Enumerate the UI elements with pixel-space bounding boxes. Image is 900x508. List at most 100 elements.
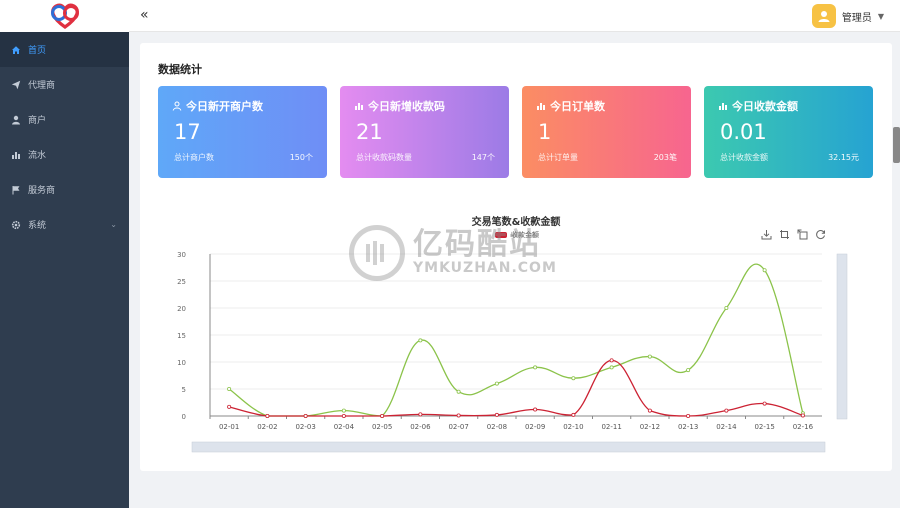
data-point [609,358,614,363]
stat-card-new-codes: 今日新增收款码 21 总计收款码数量 147个 [340,86,509,178]
x-tick-label: 02-06 [410,423,431,431]
refresh-icon[interactable] [815,229,826,240]
data-point [380,413,385,418]
collapse-sidebar-button[interactable]: « [140,7,149,23]
data-point [265,413,270,418]
zoom-icon[interactable] [779,229,790,240]
card-foot-label: 总计收款码数量 [356,153,412,162]
sidebar-item-home[interactable]: 首页 [0,32,129,67]
card-title: 今日订单数 [550,100,605,113]
x-tick-label: 02-02 [257,423,277,431]
watermark-subtext: YMKUZHAN.COM [413,260,557,276]
card-foot-value: 32.15元 [828,153,859,162]
avatar [811,4,836,28]
data-point [609,365,614,370]
data-point [647,408,652,413]
data-point [418,338,423,343]
data-point [571,376,576,381]
x-tick-label: 02-13 [678,423,698,431]
caret-down-icon: ▼ [877,11,884,21]
data-point [762,268,767,273]
card-foot-value: 203笔 [653,153,677,162]
x-tick-label: 02-16 [793,423,814,431]
legend-swatch [495,232,507,238]
sidebar-item-label: 商户 [28,116,47,126]
card-value: 1 [538,120,552,144]
y-tick-label: 15 [177,332,186,340]
sidebar-item-label: 服务商 [28,186,56,196]
watermark: 亿码酷站 YMKUZHAN.COM [349,225,557,281]
send-icon [10,79,21,90]
card-value: 21 [356,120,383,144]
data-point [227,386,232,391]
top-bar: « 管理员 ▼ [0,0,900,32]
x-tick-label: 02-08 [487,423,507,431]
x-tick-label: 02-11 [601,423,621,431]
y-tick-label: 20 [177,305,186,313]
user-menu[interactable]: 管理员 ▼ [811,4,884,28]
watermark-logo [349,225,405,281]
data-point [571,412,576,417]
chevron-down-icon: ⌄ [110,220,117,229]
watermark-text: 亿码酷站 [413,227,541,262]
data-point [800,413,805,418]
y-zoom-slider [836,253,848,420]
sidebar-item-flow[interactable]: 流水 [0,137,129,172]
card-title: 今日收款金额 [732,100,798,113]
card-foot-label: 总计订单量 [538,153,578,162]
bar-chart-icon [719,103,727,110]
x-tick-label: 02-10 [563,423,583,431]
page-scrollbar[interactable] [893,127,900,163]
data-point [762,401,767,406]
page-title: 数据统计 [158,63,202,76]
x-tick-label: 02-07 [448,423,468,431]
zoom-reset-icon[interactable] [797,229,808,240]
sidebar-item-label: 首页 [28,46,47,56]
y-tick-label: 30 [177,251,186,259]
y-tick-label: 10 [177,359,186,367]
legend-label: 收款金额 [511,231,539,239]
sidebar-item-merchants[interactable]: 商户 [0,102,129,137]
data-point [686,368,691,373]
flag-icon [10,184,21,195]
data-point [341,413,346,418]
card-foot-label: 总计商户数 [174,153,214,162]
data-point [418,412,423,417]
user-avatar-icon [818,11,830,22]
card-foot-label: 总计收款金额 [720,153,768,162]
series-line-1 [228,359,804,417]
logo-hearts-icon [50,3,79,29]
card-value: 0.01 [720,120,767,144]
y-tick-label: 5 [182,386,186,394]
app-logo[interactable] [0,0,129,32]
x-tick-label: 02-03 [295,423,315,431]
data-point [303,413,308,418]
user-outline-icon [172,101,182,111]
data-point [686,413,691,418]
y-tick-label: 25 [177,278,186,286]
x-tick-label: 02-05 [372,423,392,431]
data-point [456,413,461,418]
gear-icon [10,219,21,230]
chart-legend[interactable]: 收款金额 [495,230,539,240]
sidebar-item-label: 系统 [28,221,47,231]
stat-card-new-merchants: 今日新开商户数 17 总计商户数 150个 [158,86,327,178]
sidebar-item-system[interactable]: 系统 ⌄ [0,207,129,242]
home-icon [10,44,21,55]
data-point [724,305,729,310]
stats-panel: 数据统计 今日新开商户数 17 总计商户数 150个 今日新增收款码 21 总计… [140,43,892,471]
chart-toolbox [761,229,826,240]
stat-card-amount: 今日收款金额 0.01 总计收款金额 32.15元 [704,86,873,178]
bar-chart-icon [10,149,21,160]
data-point [533,365,538,370]
sidebar-item-agents[interactable]: 代理商 [0,67,129,102]
card-value: 17 [174,120,201,144]
bar-chart-icon [355,103,363,110]
sidebar-item-providers[interactable]: 服务商 [0,172,129,207]
data-point [456,389,461,394]
data-point [724,408,729,413]
download-icon[interactable] [761,229,772,240]
stat-card-orders: 今日订单数 1 总计订单量 203笔 [522,86,691,178]
data-point [647,354,652,359]
card-foot-value: 150个 [289,153,313,162]
